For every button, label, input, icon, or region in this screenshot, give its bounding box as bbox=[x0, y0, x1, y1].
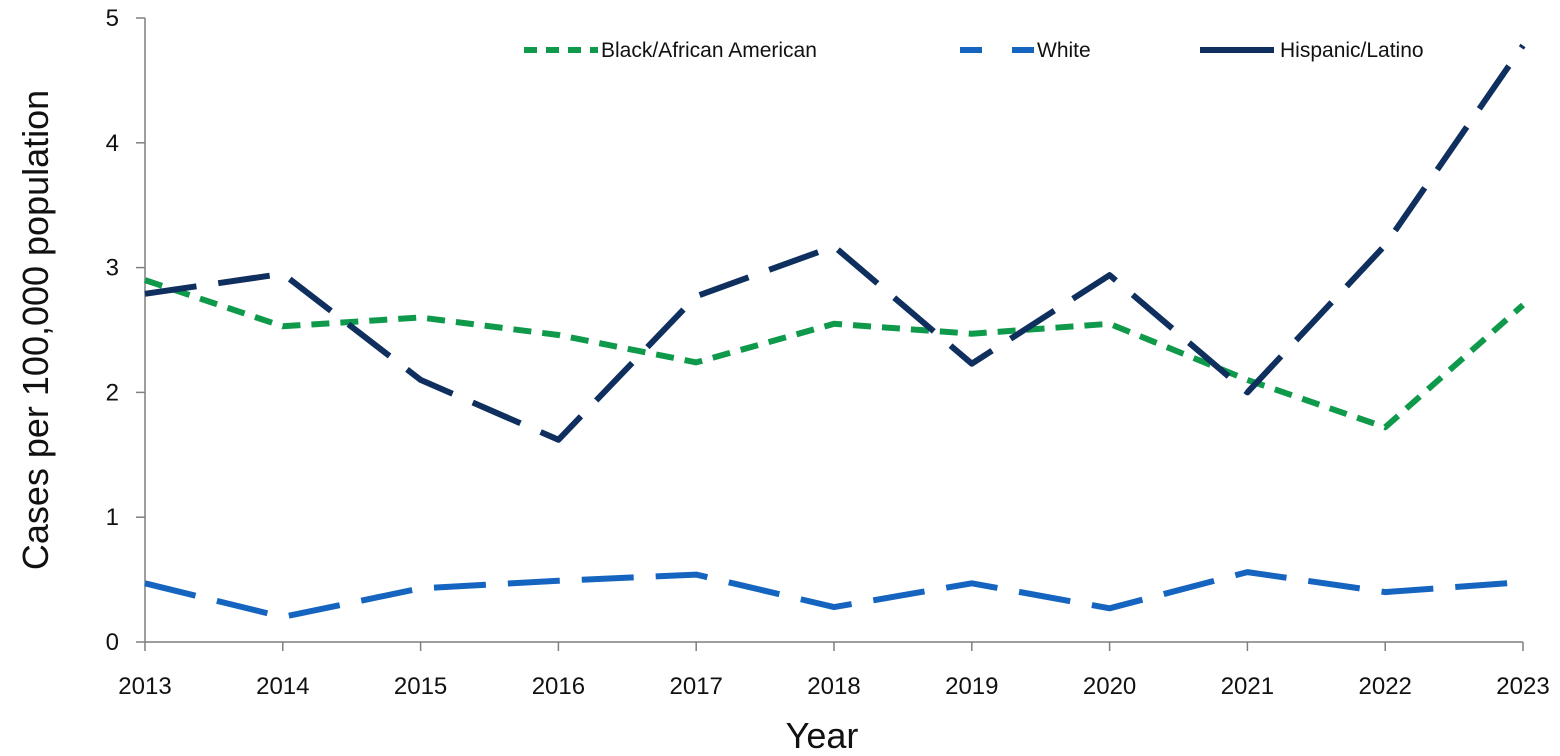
x-tick-label: 2015 bbox=[394, 673, 447, 700]
x-tick-label: 2014 bbox=[256, 673, 309, 700]
legend: Black/African American White Hispanic/Lati… bbox=[524, 39, 1424, 62]
legend-label: Black/African American bbox=[601, 39, 817, 62]
x-tick-label: 2017 bbox=[670, 673, 723, 700]
legend-item: Hispanic/Latino bbox=[1200, 39, 1424, 62]
series-layer bbox=[144, 43, 1526, 620]
x-tick-label: 2022 bbox=[1359, 673, 1412, 700]
series-line-white bbox=[144, 569, 1524, 620]
legend-item: Black/African American bbox=[524, 39, 817, 62]
x-tick-label: 2023 bbox=[1496, 673, 1549, 700]
y-tick-label: 4 bbox=[106, 130, 119, 157]
x-ticks: 2013 2014 2015 2016 2017 2018 2019 2020 2021 2022… bbox=[118, 642, 1550, 700]
legend-label: Hispanic/Latino bbox=[1280, 39, 1424, 62]
y-tick-label: 1 bbox=[106, 504, 119, 531]
y-tick-label: 2 bbox=[106, 379, 119, 406]
x-tick-label: 2018 bbox=[807, 673, 860, 700]
y-tick-label: 3 bbox=[106, 255, 119, 282]
x-tick-label: 2019 bbox=[945, 673, 998, 700]
x-tick-label: 2020 bbox=[1083, 673, 1136, 700]
series-line-hispanic-latino bbox=[144, 43, 1526, 443]
x-axis-title: Year bbox=[786, 715, 859, 756]
y-tick-label: 5 bbox=[106, 5, 119, 32]
y-tick-label: 0 bbox=[106, 629, 119, 656]
x-tick-label: 2016 bbox=[532, 673, 585, 700]
x-tick-label: 2013 bbox=[118, 673, 171, 700]
x-tick-label: 2021 bbox=[1221, 673, 1274, 700]
y-ticks: 0 1 2 3 4 5 bbox=[106, 5, 145, 656]
legend-label: White bbox=[1037, 39, 1091, 62]
y-axis-title: Cases per 100,000 population bbox=[15, 90, 56, 570]
legend-item: White bbox=[960, 39, 1091, 62]
series-line-black-african-american bbox=[144, 277, 1525, 431]
